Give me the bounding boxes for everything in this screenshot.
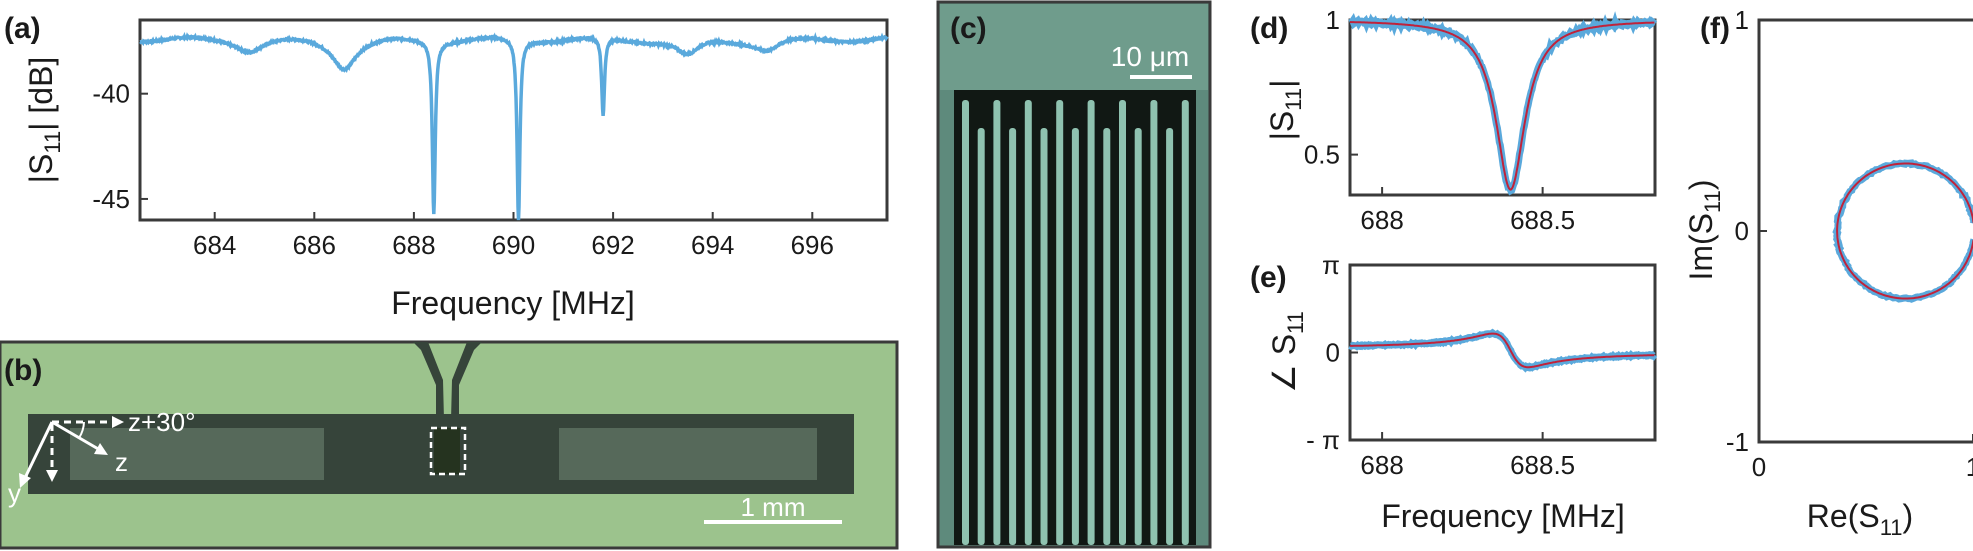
panel-a-ylabel: |S11| [dB] (23, 57, 65, 184)
panel-d-ytick-label: 1 (1326, 5, 1340, 35)
crystal-axes (19, 416, 124, 488)
axis-z-label: z (115, 447, 128, 477)
panel-a-label: (a) (4, 12, 41, 45)
panel-a-xtick-label: 684 (193, 230, 236, 260)
panel-d-ytick-label: 0.5 (1304, 140, 1340, 170)
panel-d-label: (d) (1250, 12, 1288, 45)
panel-e-ytick-label: - π (1306, 425, 1340, 455)
idt-finger (1071, 128, 1079, 545)
axis-y-arrow (22, 421, 54, 481)
panel-e-ytick-label: π (1322, 250, 1340, 280)
series-d-data (1348, 11, 1658, 196)
panel-d-plot: 688 688.5 1 0.5 (1304, 5, 1658, 235)
panel-d-ylabel: |S11| (1264, 80, 1306, 141)
panel-a-ytick-label: -40 (92, 79, 130, 109)
panel-a-xtick-label: 694 (691, 230, 734, 260)
panel-a-xtick-label: 686 (293, 230, 336, 260)
idt-fingers (954, 90, 1196, 545)
panel-e: (e) 688 688.5 π 0 - π ∠ S11 Frequency [MHz] (1250, 250, 1658, 534)
panel-f-ytick-label: 0 (1735, 216, 1749, 246)
idt-finger (1119, 100, 1126, 545)
panel-a-xtick-label: 688 (392, 230, 435, 260)
scale-bar-b-label: 1 mm (741, 492, 806, 522)
panel-a-plot: 684 686 688 690 692 694 696 -40 -45 (92, 31, 889, 260)
panel-a: (a) 684 686 688 690 692 694 696 -40 -45 |S11| [d… (4, 12, 889, 321)
panel-e-label: (e) (1250, 261, 1287, 294)
panel-e-xtick-label: 688.5 (1510, 450, 1575, 480)
panel-a-xtick-label: 696 (791, 230, 834, 260)
panel-d: (d) 688 688.5 1 0.5 |S11| (1250, 5, 1658, 235)
panel-c-label: (c) (950, 12, 987, 45)
axis-down-arrowhead (46, 470, 58, 482)
axis-y-label: y (8, 478, 21, 508)
axis-y-arrowhead (19, 473, 31, 488)
axis-z-arrow (51, 420, 101, 452)
axis-z-arrowhead (94, 443, 108, 455)
panel-e-ytick-label: 0 (1326, 338, 1340, 368)
series-s11-spectrum (139, 31, 889, 221)
axis-z30-arrowhead (112, 416, 124, 428)
panel-a-xtick-label: 690 (492, 230, 535, 260)
panel-e-ylabel: ∠ S11 (1266, 311, 1308, 393)
idt-finger (1181, 100, 1189, 545)
device-pad-left (70, 428, 324, 480)
panel-d-xtick-label: 688 (1360, 205, 1403, 235)
panel-f-frame (1757, 18, 1973, 444)
idt-finger (1009, 128, 1017, 545)
idt-finger (1134, 128, 1142, 545)
panel-f-plot: 0110-1 (1726, 5, 1973, 482)
panel-a-ytick-label: -45 (92, 184, 130, 214)
panel-f: (f) 0110-1 Im(S11) Re(S11) (1683, 5, 1973, 540)
panel-f-ytick-label: 1 (1735, 5, 1749, 35)
panel-f-label: (f) (1700, 12, 1730, 45)
panel-d-frame (1348, 18, 1657, 197)
panel-f-xtick-label: 0 (1752, 452, 1766, 482)
panel-b-label: (b) (4, 354, 42, 387)
panel-f-xtick-label: 1 (1966, 452, 1973, 482)
idt-finger (1056, 100, 1064, 545)
axis-angle-arc (78, 421, 85, 439)
panel-e-plot: 688 688.5 π 0 - π (1306, 250, 1658, 480)
panel-a-xlabel: Frequency [MHz] (391, 285, 635, 321)
panel-f-xlabel: Re(S11) (1807, 498, 1913, 540)
panel-e-frame (1348, 263, 1657, 442)
series-e-fit (1350, 332, 1655, 369)
panel-f-ylabel: Im(S11) (1683, 179, 1725, 280)
idt-finger (1024, 100, 1032, 545)
series-d-fit (1349, 21, 1655, 191)
panel-d-xtick-label: 688.5 (1510, 205, 1575, 235)
panel-b: (b) z+30° z y 1 mm (0, 340, 899, 550)
scale-bar-c-label: 10 μm (1111, 41, 1189, 72)
panel-e-xtick-label: 688 (1360, 450, 1403, 480)
panel-a-xtick-label: 692 (591, 230, 634, 260)
panel-e-xlabel: Frequency [MHz] (1381, 498, 1625, 534)
idt-finger (977, 128, 985, 545)
panel-c: (c) 10 μm (936, 0, 1212, 549)
series-f-fit (1836, 162, 1973, 300)
axis-z30-label: z+30° (128, 407, 196, 437)
idt-finger (1087, 100, 1095, 545)
idt-finger (1166, 128, 1174, 545)
device-idt (434, 428, 460, 474)
panel-f-ytick-label: -1 (1726, 427, 1749, 457)
idt-finger (1150, 100, 1158, 545)
device-pad-right (559, 428, 817, 480)
idt-finger (1103, 128, 1111, 545)
idt-finger (1040, 128, 1048, 545)
idt-finger (993, 100, 1001, 545)
idt-finger (962, 100, 969, 545)
